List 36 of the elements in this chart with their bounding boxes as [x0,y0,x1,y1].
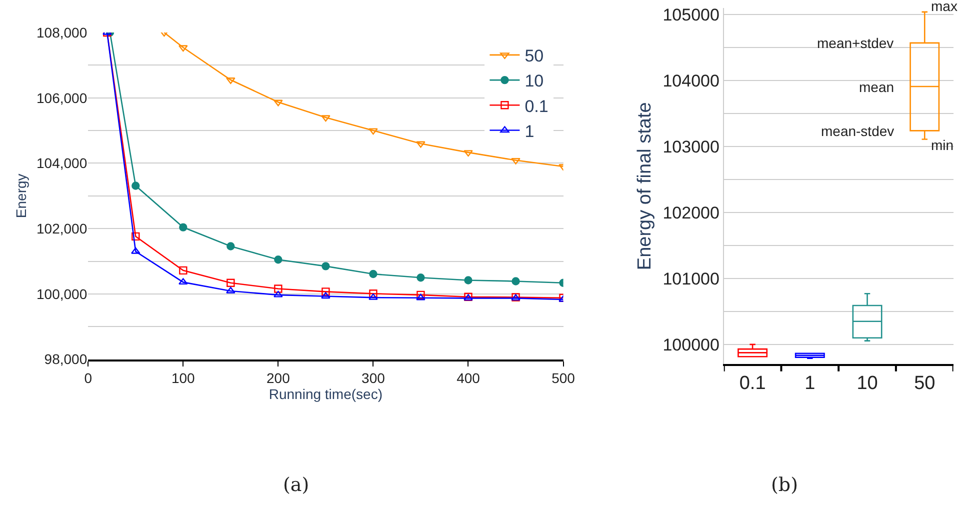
x-tick-label: 100 [171,370,196,386]
annotation: mean [859,79,894,95]
x-tick-label: 200 [266,370,290,386]
y-axis-title: Energy [13,174,30,218]
text: (a) [283,474,310,496]
x-tick-label: 0.1 [739,373,766,394]
y-tick-label: 106,000 [36,90,88,106]
x-tick-label: 400 [456,370,480,386]
legend-label: 50 [524,46,544,66]
x-tick-label: 50 [914,373,936,394]
y-tick-label: 104,000 [36,155,88,172]
x-tick-label: 300 [362,370,386,386]
annotation: mean+stdev [817,35,894,51]
y-tick-label: 100000 [662,335,720,354]
y-tick-label: 108,000 [36,24,88,40]
x-tick-label: 0 [84,370,92,386]
y-tick-label: 100,000 [36,286,88,302]
x-tick-label: 10 [856,373,878,394]
y-tick-label: 98,000 [44,351,88,368]
annotation: max [931,0,958,14]
y-tick-label: 102000 [662,203,720,222]
x-tick-label: 1 [804,373,816,394]
y-tick-label: 101000 [662,269,720,288]
y-tick-label: 102,000 [36,220,88,236]
y-tick-label: 104000 [662,72,720,91]
annotation: min [931,137,954,153]
annotation: mean-stdev [821,123,894,139]
x-axis-title: Running time(sec) [268,386,382,402]
x-tick-label: 500 [552,370,576,386]
text: (b) [771,474,798,496]
legend-label: 0.1 [524,96,548,116]
legend-label: 10 [524,72,544,91]
y-axis-title: Energy of final state [634,102,656,270]
y-tick-label: 103000 [662,137,720,156]
legend-label: 1 [524,122,534,141]
y-tick-label: 105000 [662,6,720,25]
